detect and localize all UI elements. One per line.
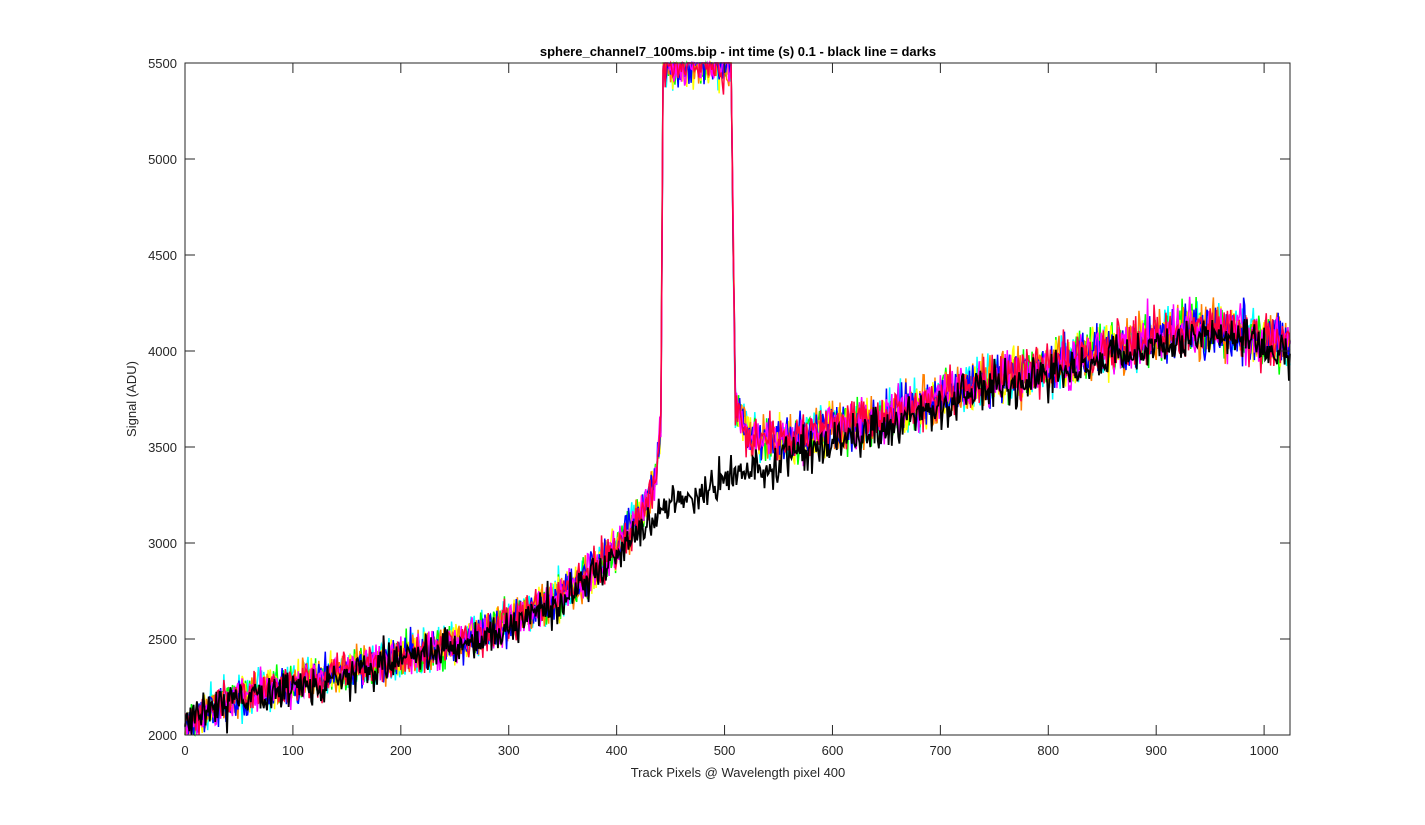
x-tick-label: 900 <box>1145 743 1167 758</box>
chart-title: sphere_channel7_100ms.bip - int time (s)… <box>540 44 936 59</box>
data-traces <box>184 60 1291 737</box>
y-tick-label: 5000 <box>148 152 177 167</box>
lit-frame-trace <box>184 60 1291 736</box>
y-tick-label: 4500 <box>148 248 177 263</box>
x-axis-label: Track Pixels @ Wavelength pixel 400 <box>631 765 846 780</box>
x-tick-label: 400 <box>606 743 628 758</box>
x-tick-label: 300 <box>498 743 520 758</box>
x-tick-label: 600 <box>822 743 844 758</box>
y-tick-label: 5500 <box>148 56 177 71</box>
x-tick-label: 700 <box>930 743 952 758</box>
axes: 0 100 200 300 400 500 600 700 800 900 1000 2000 2500… <box>148 56 1291 758</box>
y-tick-label: 2000 <box>148 728 177 743</box>
x-tick-label: 1000 <box>1250 743 1279 758</box>
y-tick-label: 4000 <box>148 344 177 359</box>
y-tick-label: 3000 <box>148 536 177 551</box>
x-tick-label: 0 <box>181 743 188 758</box>
y-axis-label: Signal (ADU) <box>124 361 139 437</box>
axes-box <box>184 62 1291 736</box>
x-tick-label: 800 <box>1037 743 1059 758</box>
darks-trace <box>184 319 1291 736</box>
x-tick-label: 200 <box>390 743 412 758</box>
y-tick-label: 3500 <box>148 440 177 455</box>
x-tick-label: 500 <box>714 743 736 758</box>
y-tick-label: 2500 <box>148 632 177 647</box>
x-tick-label: 100 <box>282 743 304 758</box>
